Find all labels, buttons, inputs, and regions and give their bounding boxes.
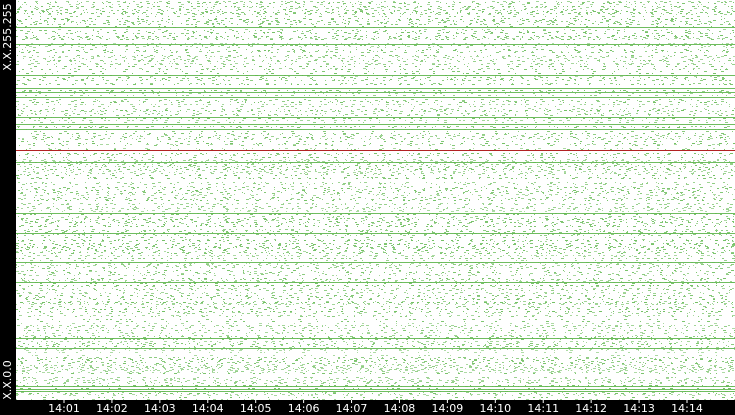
x-tick-label: 14:06 [288, 402, 320, 415]
y-axis-label: X.X.255.255 [1, 3, 14, 71]
x-tick-label: 14:14 [671, 402, 703, 415]
x-tick-label: 14:10 [479, 402, 511, 415]
x-tick-label: 14:11 [527, 402, 559, 415]
y-axis-label: X.X.0.0 [1, 360, 14, 400]
x-axis-bar [0, 400, 735, 415]
plot-area [16, 1, 735, 400]
x-tick-label: 14:04 [192, 402, 224, 415]
x-tick-label: 14:07 [336, 402, 368, 415]
y-axis-bar [0, 0, 16, 415]
x-tick-label: 14:03 [144, 402, 176, 415]
x-tick-label: 14:05 [240, 402, 272, 415]
x-axis: 14:01 14:02 14:03 14:04 14:05 14:06 14:07 14:08… [48, 400, 703, 415]
x-tick-label: 14:13 [623, 402, 655, 415]
x-tick-label: 14:01 [48, 402, 80, 415]
x-tick-label: 14:12 [575, 402, 607, 415]
x-tick-label: 14:09 [432, 402, 464, 415]
x-tick-label: 14:08 [384, 402, 416, 415]
x-tick-label: 14:02 [96, 402, 128, 415]
